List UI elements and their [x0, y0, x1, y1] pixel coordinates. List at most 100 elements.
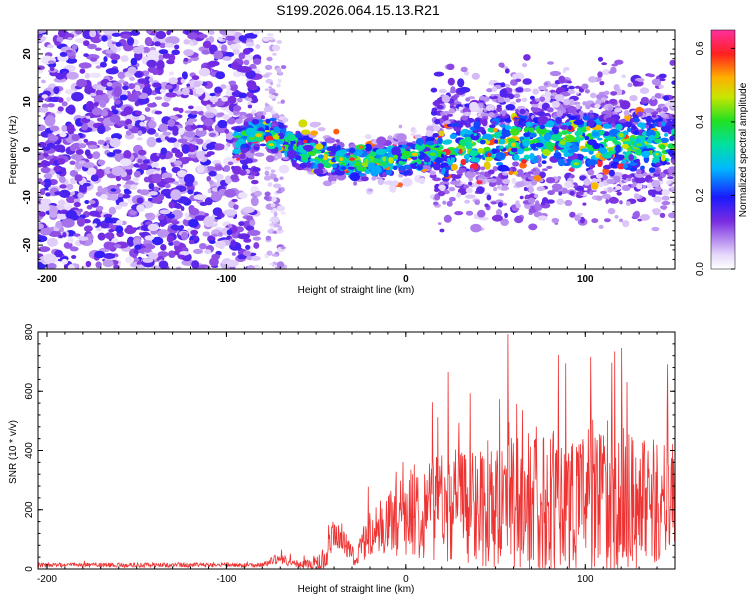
heatmap-cell [586, 118, 595, 127]
heatmap-cell [151, 162, 159, 168]
heatmap-cell [523, 54, 531, 61]
heatmap-cell [132, 177, 139, 182]
heatmap-cell [640, 96, 650, 104]
heatmap-cell [487, 169, 495, 175]
heatmap-cell [188, 105, 194, 110]
heatmap-cell [361, 162, 369, 167]
heatmap-cell [515, 181, 525, 188]
heatmap-cell [651, 180, 661, 188]
heatmap-cell [425, 140, 435, 146]
heatmap-cell [551, 126, 560, 131]
y-tick-label: 200 [24, 501, 35, 518]
heatmap-cell [335, 139, 340, 143]
heatmap-cell [546, 165, 553, 169]
heatmap-cell [61, 258, 68, 265]
heatmap-cell [237, 233, 251, 240]
heatmap-cell [280, 211, 286, 215]
heatmap-cell [497, 97, 506, 103]
heatmap-cell [558, 191, 563, 196]
heatmap-cell [137, 78, 148, 84]
heatmap-cell [40, 166, 51, 174]
heatmap-cell [273, 264, 277, 268]
heatmap-cell [472, 129, 479, 134]
heatmap-cell [282, 156, 289, 160]
heatmap-cell [54, 144, 66, 153]
heatmap-cell [491, 214, 503, 222]
heatmap-cell [53, 165, 62, 172]
heatmap-cell [139, 114, 146, 121]
heatmap-cell [575, 103, 581, 109]
heatmap-cell [189, 41, 194, 47]
heatmap-cell [161, 102, 170, 108]
heatmap-cell [207, 188, 212, 194]
heatmap-cell [103, 56, 108, 63]
heatmap-cell [514, 109, 520, 112]
heatmap-cell [655, 169, 660, 175]
heatmap-cell [441, 94, 451, 104]
colorbar-tick-label: 0.2 [695, 188, 706, 202]
heatmap-cell [299, 162, 308, 168]
heatmap-cell [191, 75, 200, 81]
heatmap-cell [117, 193, 124, 198]
heatmap-cell [196, 165, 205, 173]
heatmap-cell [277, 78, 282, 83]
heatmap-cell [556, 110, 564, 117]
heatmap-cell [193, 235, 199, 241]
heatmap-cell [217, 36, 223, 42]
heatmap-cell [658, 73, 667, 79]
heatmap-cell [79, 184, 87, 193]
heatmap-cell [523, 88, 532, 92]
heatmap-cell [282, 117, 289, 123]
heatmap-cell [537, 85, 547, 91]
heatmap-cell [250, 149, 255, 154]
heatmap-cell [567, 105, 577, 114]
spectrogram-heatmap [38, 30, 675, 269]
heatmap-cell [91, 107, 103, 116]
heatmap-cell [432, 177, 442, 182]
heatmap-cell [470, 163, 479, 170]
heatmap-cell [41, 181, 46, 186]
heatmap-cell [218, 112, 225, 117]
heatmap-cell [228, 80, 237, 86]
heatmap-cell [592, 142, 601, 150]
heatmap-cell [248, 131, 255, 138]
heatmap-cell [576, 92, 580, 95]
heatmap-cell [232, 148, 241, 155]
heatmap-cell [327, 146, 339, 152]
heatmap-cell [364, 143, 373, 152]
heatmap-cell [280, 246, 286, 250]
heatmap-cell [177, 254, 186, 259]
heatmap-cell [670, 186, 675, 190]
heatmap-cell [292, 145, 297, 151]
heatmap-cell [651, 208, 661, 214]
heatmap-cell [47, 44, 54, 49]
heatmap-cell [660, 113, 668, 118]
x-tick-label: -100 [216, 574, 236, 585]
heatmap-cell [139, 163, 148, 171]
heatmap-cell [535, 98, 540, 102]
heatmap-cell [633, 193, 640, 200]
heatmap-cell [433, 201, 439, 206]
heatmap-cell [584, 89, 591, 94]
heatmap-cell [501, 110, 507, 117]
heatmap-cell [637, 111, 643, 117]
heatmap-cell [233, 105, 242, 112]
heatmap-cell [492, 127, 498, 133]
heatmap-cell [500, 124, 507, 128]
heatmap-cell [336, 145, 341, 151]
heatmap-cell [221, 96, 229, 102]
heatmap-cell [640, 165, 645, 170]
heatmap-cell [524, 181, 531, 186]
heatmap-cell [523, 132, 531, 138]
heatmap-cell [193, 81, 201, 88]
heatmap-cell [482, 96, 490, 102]
heatmap-cell [406, 142, 414, 146]
heatmap-cell [418, 141, 423, 146]
heatmap-cell [590, 92, 597, 99]
heatmap-cell [54, 41, 61, 46]
heatmap-cell [188, 218, 199, 228]
heatmap-cell [83, 40, 90, 47]
heatmap-cell [512, 161, 520, 167]
heatmap-cell [133, 237, 142, 246]
x-tick-label: -200 [37, 574, 57, 585]
